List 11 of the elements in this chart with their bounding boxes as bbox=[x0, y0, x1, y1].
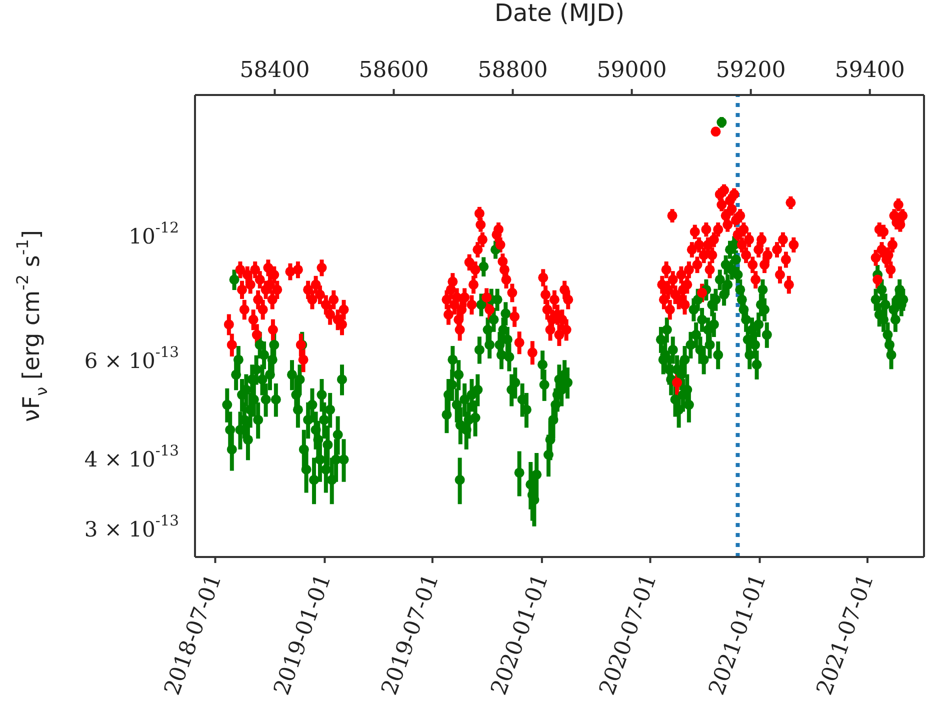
x2-axis-title: Date (MJD) bbox=[494, 0, 624, 28]
x2-tick-label: 58600 bbox=[358, 58, 429, 83]
x2-tick-label: 58800 bbox=[478, 58, 548, 83]
y-tick-label: 10$^{-12}$ bbox=[128, 220, 179, 249]
y-tick-label: 6 × 10$^{-13}$ bbox=[84, 344, 179, 373]
y-tick-label: 3 × 10$^{-13}$ bbox=[84, 512, 179, 542]
x2-tick-label: 59000 bbox=[596, 58, 667, 83]
x2-tick-label: 58400 bbox=[240, 58, 310, 83]
x2-tick-label: 59400 bbox=[834, 58, 905, 83]
y-tick-label: 4 × 10$^{-13}$ bbox=[84, 442, 179, 472]
x2-tick-label: 59200 bbox=[716, 58, 786, 83]
